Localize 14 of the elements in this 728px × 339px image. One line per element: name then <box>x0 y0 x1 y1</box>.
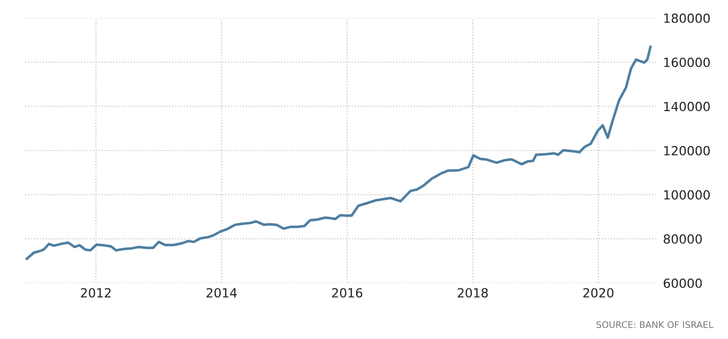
y-tick-label: 180000 <box>664 13 710 23</box>
y-tick-label: 140000 <box>664 102 710 112</box>
y-tick-label: 120000 <box>664 146 710 156</box>
x-tick-label: 2014 <box>206 288 237 298</box>
x-tick-label: 2012 <box>80 288 111 298</box>
source-note: SOURCE: BANK OF ISRAEL <box>596 321 714 328</box>
x-tick-label: 2020 <box>583 288 614 298</box>
y-tick-label: 60000 <box>664 278 702 288</box>
y-tick-label: 80000 <box>664 234 702 244</box>
y-tick-label: 100000 <box>664 190 710 200</box>
y-tick-label: 160000 <box>664 58 710 68</box>
line-series <box>26 46 652 260</box>
x-tick-label: 2016 <box>332 288 362 298</box>
x-tick-label: 2018 <box>458 288 488 298</box>
